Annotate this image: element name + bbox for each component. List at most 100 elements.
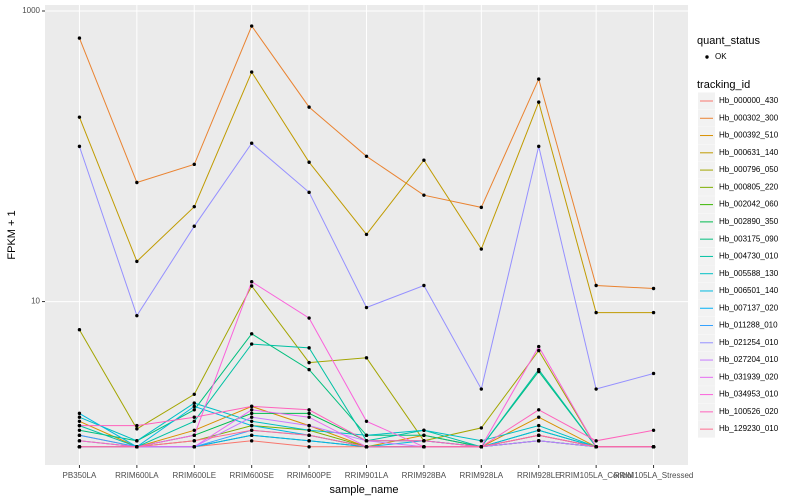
data-point bbox=[249, 70, 254, 74]
legend-label: Hb_129230_010 bbox=[719, 424, 779, 433]
data-point bbox=[307, 346, 311, 350]
data-point bbox=[479, 247, 484, 251]
data-point bbox=[249, 332, 254, 336]
data-point bbox=[422, 445, 426, 449]
legend-label: Hb_000805_220 bbox=[719, 182, 779, 191]
data-point bbox=[479, 439, 484, 443]
data-point bbox=[364, 356, 369, 360]
data-point bbox=[364, 419, 369, 423]
data-point bbox=[479, 426, 484, 430]
legend-label: Hb_006501_140 bbox=[719, 286, 779, 295]
data-point bbox=[192, 445, 196, 449]
data-point bbox=[192, 224, 196, 228]
x-tick-label: RRIM928BA bbox=[402, 471, 447, 480]
data-point bbox=[364, 433, 369, 438]
data-point bbox=[537, 100, 541, 104]
data-point bbox=[192, 433, 196, 438]
data-point bbox=[307, 445, 311, 449]
legend-shape bbox=[705, 55, 709, 59]
x-tick-label: RRIM901LA bbox=[345, 471, 389, 480]
data-point bbox=[249, 284, 254, 288]
data-point bbox=[192, 428, 196, 432]
data-point bbox=[594, 283, 598, 288]
x-tick-label: RRIM600PE bbox=[287, 471, 331, 480]
shape-legend-title: quant_status bbox=[697, 35, 760, 47]
data-point bbox=[249, 419, 254, 423]
data-point bbox=[594, 310, 598, 315]
data-point bbox=[307, 428, 311, 432]
data-point bbox=[192, 419, 196, 423]
y-axis-title: FPKM + 1 bbox=[6, 210, 18, 259]
data-point bbox=[651, 371, 656, 376]
data-point bbox=[77, 415, 82, 419]
data-point bbox=[77, 411, 82, 416]
data-point bbox=[537, 144, 541, 149]
data-point bbox=[479, 205, 484, 210]
x-tick-label: RRIM600SE bbox=[229, 471, 273, 480]
data-point bbox=[537, 344, 541, 349]
x-tick-label: RRIM105LA_Stressed bbox=[614, 471, 694, 480]
data-point bbox=[594, 445, 598, 449]
data-point bbox=[77, 144, 82, 149]
data-point bbox=[537, 423, 541, 428]
data-point bbox=[77, 445, 82, 449]
data-point bbox=[307, 408, 311, 412]
data-point bbox=[192, 392, 196, 396]
y-tick-label: 10 bbox=[31, 297, 40, 306]
data-point bbox=[135, 259, 139, 264]
legend-label: Hb_007137_020 bbox=[719, 303, 779, 312]
data-point bbox=[307, 367, 311, 372]
x-tick-label: RRIM928LE bbox=[517, 471, 561, 480]
data-point bbox=[192, 415, 196, 419]
data-point bbox=[249, 423, 254, 428]
legend-label: OK bbox=[715, 52, 727, 61]
data-point bbox=[422, 428, 426, 432]
data-point bbox=[364, 154, 369, 158]
data-point bbox=[192, 408, 196, 412]
legend-label: Hb_000631_140 bbox=[719, 148, 779, 157]
legend-label: Hb_002890_350 bbox=[719, 217, 779, 226]
x-axis-title: sample_name bbox=[329, 484, 398, 496]
data-point bbox=[364, 232, 369, 237]
data-point bbox=[135, 313, 139, 318]
data-point bbox=[307, 190, 311, 195]
data-point bbox=[77, 419, 82, 423]
legend-label: Hb_005588_130 bbox=[719, 269, 779, 278]
data-point bbox=[651, 310, 656, 315]
data-point bbox=[192, 401, 196, 405]
data-point bbox=[77, 439, 82, 443]
legend-label: Hb_000302_300 bbox=[719, 113, 779, 122]
data-point bbox=[422, 193, 426, 197]
data-point bbox=[422, 433, 426, 438]
data-point bbox=[77, 433, 82, 438]
data-point bbox=[135, 427, 139, 431]
data-point bbox=[249, 411, 254, 416]
legend-label: Hb_027204_010 bbox=[719, 355, 779, 364]
data-point bbox=[249, 408, 254, 412]
data-point bbox=[651, 286, 656, 291]
data-point bbox=[537, 348, 541, 353]
data-point bbox=[422, 283, 426, 288]
legend-label: Hb_003175_090 bbox=[719, 234, 779, 243]
data-point bbox=[249, 141, 254, 145]
x-tick-label: RRIM600LE bbox=[172, 471, 216, 480]
legend-label: Hb_000392_510 bbox=[719, 131, 779, 140]
data-point bbox=[307, 316, 311, 320]
data-point bbox=[135, 180, 139, 185]
data-point bbox=[364, 305, 369, 310]
data-point bbox=[537, 77, 541, 81]
data-point bbox=[249, 24, 254, 28]
legend-title: tracking_id bbox=[697, 79, 750, 91]
legend-label: Hb_100526_020 bbox=[719, 407, 779, 416]
data-point bbox=[479, 387, 484, 391]
data-point bbox=[422, 439, 426, 443]
data-point bbox=[77, 423, 82, 428]
data-point bbox=[249, 428, 254, 432]
x-tick-label: RRIM105LA_Control bbox=[559, 471, 633, 480]
data-point bbox=[77, 115, 82, 119]
legend-label: Hb_031939_020 bbox=[719, 372, 779, 381]
data-point bbox=[135, 423, 139, 428]
data-point bbox=[307, 411, 311, 416]
data-point bbox=[594, 439, 598, 443]
